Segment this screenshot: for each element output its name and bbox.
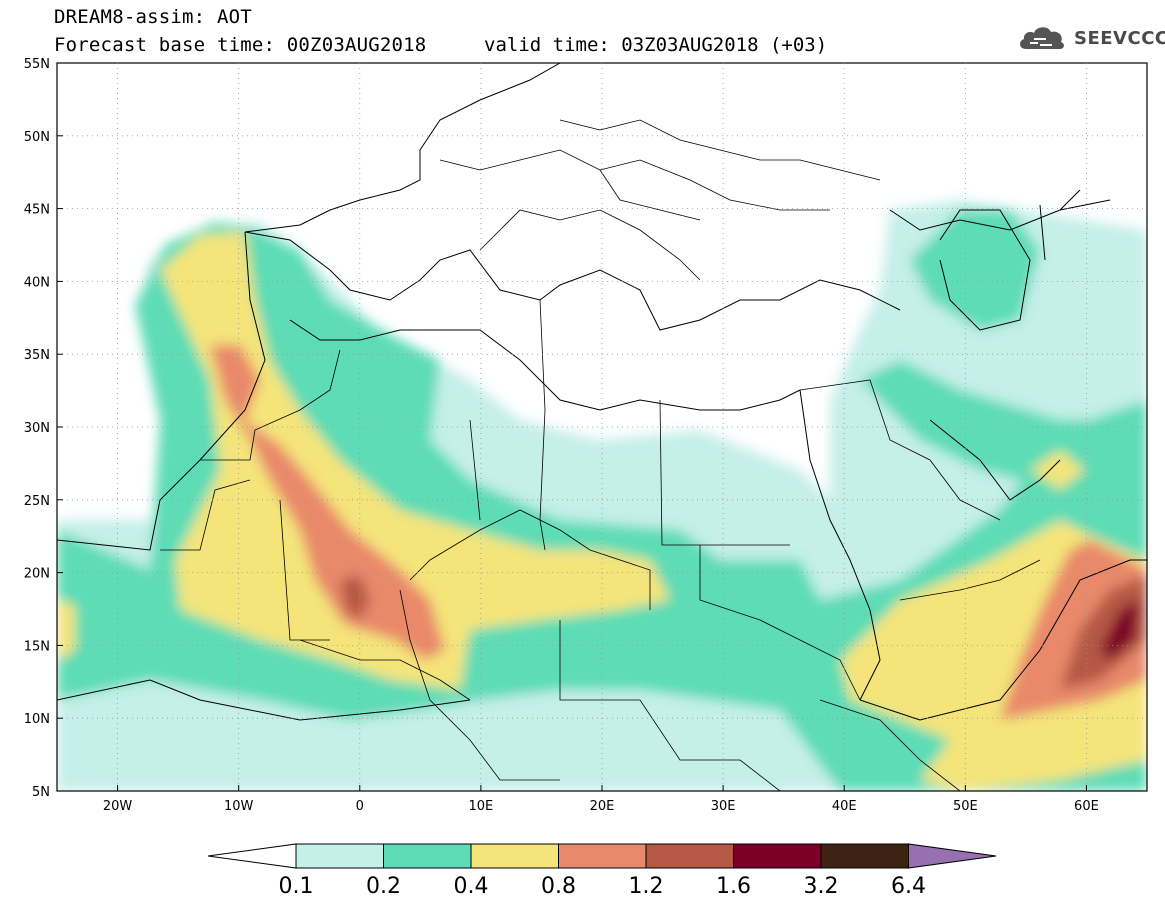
aot-region-teal-caspian [910,210,1040,330]
lon-label: 0 [356,799,364,814]
aot-region-maroon [1100,600,1140,660]
colorbar-box [295,843,384,869]
colorbar-low-triangle [207,843,297,869]
colorbar-label: 0.4 [454,874,489,899]
lon-label: 50E [953,799,978,814]
colorbar-high-triangle [908,843,997,869]
aot-region-orange-arabia [1000,540,1147,720]
lon-label: 40E [832,799,857,814]
logo-text: SEEVCCC [1074,27,1165,49]
latitude-labels: 55N 50N 45N 40N 35N 30N 25N 20N 15N 10N 5N [24,57,63,800]
map-title: DREAM8-assim: AOT [54,6,252,28]
lat-label: 20N [24,567,50,582]
country-borders [160,119,1041,791]
lat-label: 15N [24,639,50,654]
cloud-icon [1020,27,1064,49]
lat-label: 35N [24,348,50,363]
aot-region-teal-persia [860,360,1147,490]
lon-label: 60E [1074,799,1099,814]
colorbar-box [645,843,734,869]
colorbar-box [733,843,822,869]
aot-region-orange [210,345,445,660]
lon-label: 10W [224,799,254,814]
aot-region-yellow [160,232,670,690]
lat-label: 25N [24,494,50,509]
aot-region-brown-arabia [1060,575,1147,690]
colorbar-box [820,843,909,869]
aot-region-yellow-gulf [1030,450,1085,490]
lon-label: 20W [103,799,133,814]
colorbar-box [383,843,472,869]
colorbar-label: 0.1 [279,874,314,899]
colorbar-label: 3.2 [804,874,839,899]
lon-label: 30E [711,799,736,814]
lat-label: 40N [24,275,50,290]
seevccc-logo: SEEVCCC [1016,22,1165,54]
lon-label: 20E [590,799,615,814]
lat-label: 5N [32,785,50,800]
lat-label: 55N [24,57,50,72]
lat-label: 50N [24,130,50,145]
coastlines [57,63,1147,721]
graticule [57,63,1147,791]
valid-time-label: valid time: 03Z03AUG2018 (+03) [484,34,828,56]
lat-label: 45N [24,203,50,218]
colorbar-label: 0.8 [541,874,576,899]
colorbar-label: 1.2 [629,874,664,899]
colorbar-boxes [207,843,997,869]
lon-label: 10E [469,799,494,814]
lat-label: 10N [24,712,50,727]
colorbar-label: 1.6 [716,874,751,899]
colorbar-labels: 0.1 0.2 0.4 0.8 1.2 1.6 3.2 6.4 [279,874,927,899]
base-time-label: Forecast base time: 00Z03AUG2018 [54,34,427,56]
aot-region-brown [340,575,370,620]
colorbar-label: 6.4 [891,874,926,899]
lat-label: 30N [24,421,50,436]
colorbar-label: 0.2 [366,874,401,899]
colorbar-box [558,843,647,869]
longitude-labels: 20W 10W 0 10E 20E 30E 40E 50E 60E [103,785,1099,814]
colorbar-box [470,843,559,869]
